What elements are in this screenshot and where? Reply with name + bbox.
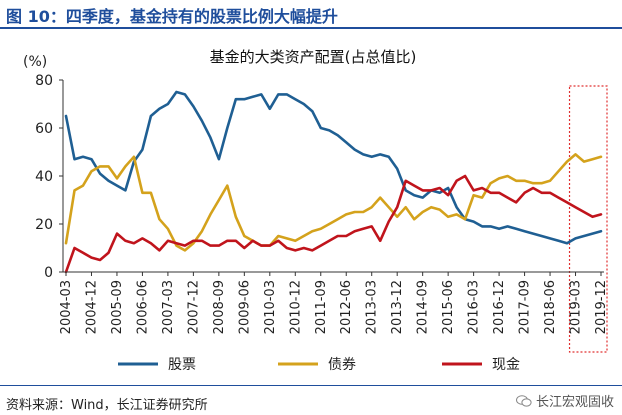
- x-tick-label: 2007-03: [161, 280, 176, 334]
- series-line: [64, 174, 603, 274]
- x-tick-label: 2012-06: [339, 280, 354, 334]
- legend-label: 现金: [492, 357, 520, 373]
- series-line: [64, 90, 603, 245]
- legend-label: 股票: [168, 357, 196, 373]
- highlight-box: [568, 85, 608, 353]
- y-tick-label: 80: [35, 73, 53, 89]
- x-tick-label: 2009-06: [237, 280, 252, 334]
- x-tick-label: 2014-09: [416, 280, 431, 334]
- y-tick-label: 0: [44, 265, 53, 281]
- y-axis-label: (%): [23, 54, 47, 70]
- chart-title: 基金的大类资产配置(占总值比): [210, 48, 417, 66]
- x-tick-label: 2007-12: [186, 280, 201, 334]
- y-axis: 0 20 40 60 80: [35, 73, 64, 281]
- wechat-icon: [515, 394, 532, 407]
- x-tick-label: 2016-12: [492, 280, 507, 334]
- brand-mark: 长江宏观固收: [515, 391, 614, 410]
- x-axis: 2004-03 2004-12 2005-09 2006-06 2007-03 2007-…: [59, 271, 609, 334]
- x-tick-label: 2018-06: [543, 280, 558, 334]
- series-lines: [64, 90, 603, 274]
- y-tick-label: 20: [35, 217, 53, 233]
- y-tick-label: 40: [35, 169, 53, 185]
- figure-title: 图 10：四季度，基金持有的股票比例大幅提升: [6, 7, 338, 26]
- x-tick-label: 2019-12: [594, 280, 609, 334]
- title-rule: [0, 27, 622, 29]
- x-tick-label: 2010-03: [263, 280, 278, 334]
- x-tick-label: 2013-03: [365, 280, 380, 334]
- highlight-rect: [568, 85, 608, 353]
- series-line: [64, 153, 603, 252]
- x-tick-label: 2005-09: [110, 280, 125, 334]
- x-tick-label: 2010-12: [288, 280, 303, 334]
- x-tick-label: 2015-06: [441, 280, 456, 334]
- x-tick-label: 2004-12: [84, 280, 99, 334]
- x-tick-label: 2004-03: [59, 280, 74, 334]
- x-tick-label: 2016-03: [467, 280, 482, 334]
- legend: 股票 债券 现金: [118, 357, 520, 373]
- x-tick-label: 2017-09: [518, 280, 533, 334]
- y-tick-label: 60: [35, 121, 53, 137]
- x-tick-label: 2008-09: [212, 280, 227, 334]
- legend-label: 债券: [328, 357, 356, 373]
- x-tick-label: 2013-12: [390, 280, 405, 334]
- x-tick-label: 2019-03: [569, 280, 584, 334]
- source-note: 资料来源：Wind，长江证券研究所: [6, 398, 208, 413]
- footer-rule: [0, 385, 622, 386]
- x-tick-label: 2011-09: [314, 280, 329, 334]
- brand-name: 长江宏观固收: [535, 395, 614, 410]
- x-tick-label: 2006-06: [135, 280, 150, 334]
